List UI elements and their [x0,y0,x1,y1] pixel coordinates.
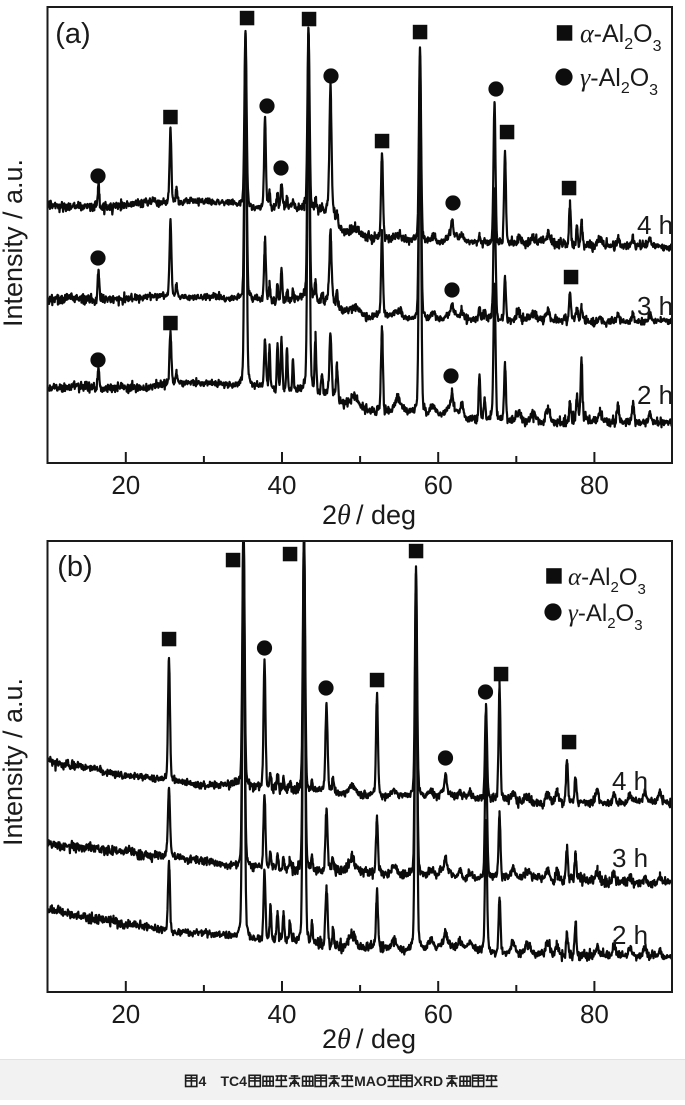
svg-text:3 h: 3 h [637,291,673,321]
svg-text:60: 60 [424,470,453,500]
svg-text:MAO: MAO [354,1073,387,1089]
svg-text:80: 80 [580,999,609,1029]
svg-text:Intensity / a.u.: Intensity / a.u. [0,159,28,327]
svg-text:α-Al2O3: α-Al2O3 [568,564,646,598]
svg-text:40: 40 [268,999,297,1029]
svg-text:θ: θ [337,1024,351,1055]
svg-text:20: 20 [111,470,140,500]
svg-text:/ deg: / deg [356,500,416,530]
svg-text:TC4: TC4 [221,1073,248,1089]
svg-text:3 h: 3 h [612,843,648,873]
svg-text:2 h: 2 h [612,920,648,950]
svg-text:20: 20 [111,999,140,1029]
svg-text:Intensity / a.u.: Intensity / a.u. [0,678,28,846]
svg-text:2: 2 [322,500,337,530]
svg-text:60: 60 [424,999,453,1029]
svg-text:4: 4 [199,1073,207,1089]
svg-text:4 h: 4 h [637,210,673,240]
svg-text:(b): (b) [57,551,92,583]
svg-text:/ deg: / deg [356,1024,416,1054]
svg-text:40: 40 [268,470,297,500]
svg-text:XRD: XRD [414,1073,444,1089]
svg-text:θ: θ [337,500,351,531]
svg-text:4 h: 4 h [612,766,648,796]
svg-text:2 h: 2 h [637,380,673,410]
svg-text:80: 80 [580,470,609,500]
svg-text:2: 2 [322,1024,337,1054]
svg-text:(a): (a) [55,18,90,50]
